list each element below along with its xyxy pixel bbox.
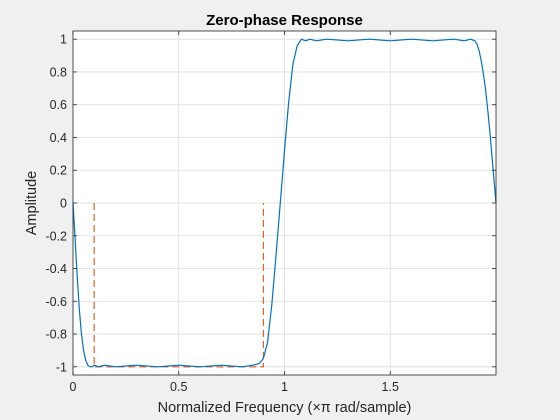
tick-labels: 0 0.5 1 1.5 1 0.8 0.6 0.4 0.2 0 -0.2 -0.4 -0.6 -0.8 -1 [45,33,399,394]
y-tick-label: 0.4 [50,131,67,145]
y-axis-label: Amplitude [24,171,40,235]
x-tick-label: 0 [70,380,77,394]
y-tick-label: 0 [60,197,67,211]
x-tick-label: 1.5 [382,380,399,394]
x-tick-label: 0.5 [170,380,187,394]
y-tick-label: 0.2 [50,164,67,178]
x-axis-label: Normalized Frequency (×π rad/sample) [158,400,412,416]
y-tick-label: 1 [60,33,67,47]
chart-title: Zero-phase Response [206,12,363,29]
grid [72,31,496,375]
x-tick-label: 1 [281,380,288,394]
y-tick-label: -0.8 [45,328,67,342]
y-tick-label: 0.8 [50,65,67,79]
series-layer [72,38,497,368]
y-tick-label: -0.4 [45,262,67,276]
y-tick-label: -0.6 [45,295,67,309]
zero-phase-response-line [72,38,497,368]
y-tick-label: -0.2 [45,229,67,243]
y-tick-label: -1 [56,360,67,374]
tick-marks [72,31,496,375]
y-tick-label: 0.6 [50,98,67,112]
ideal-response-dashed-line [93,203,264,368]
